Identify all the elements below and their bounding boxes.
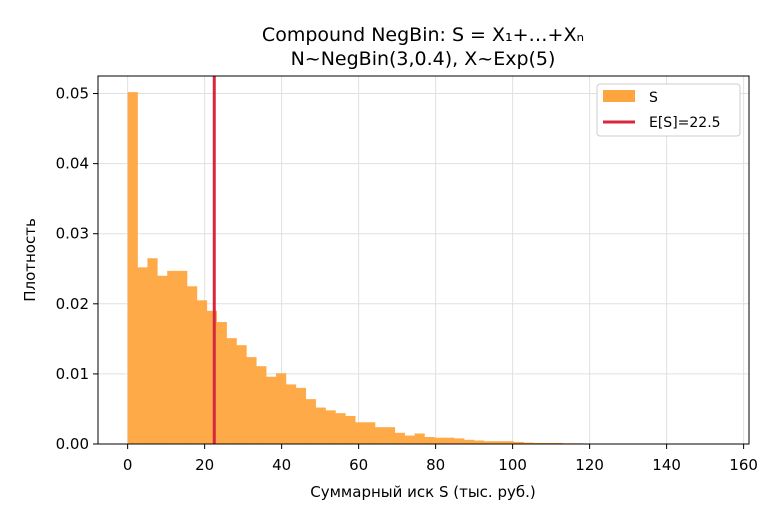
histogram-bar [177, 270, 188, 444]
histogram-bar [285, 384, 297, 444]
legend-swatch-s [603, 90, 635, 102]
chart-title-line2: N~NegBin(3,0.4), X~Exp(5) [291, 48, 556, 70]
histogram-bar [335, 413, 346, 444]
x-tick-label: 20 [195, 456, 214, 474]
plot-frame [97, 75, 750, 445]
histogram-bar [503, 441, 514, 444]
histogram-bar [543, 442, 554, 444]
histogram-bar [454, 438, 465, 444]
histogram-bar [157, 275, 168, 444]
histogram-bar [127, 92, 138, 445]
chart-title-line1: Compound NegBin: S = X₁+…+Xₙ [262, 24, 584, 46]
histogram-bar [444, 437, 455, 444]
histogram-bar [246, 357, 257, 444]
histogram-bar [236, 345, 247, 444]
histogram-bar [365, 422, 376, 444]
x-tick-label: 40 [272, 456, 291, 474]
histogram-bar [147, 258, 158, 444]
histogram-bar [414, 433, 425, 444]
histogram-bar [137, 267, 148, 444]
x-tick-label: 60 [349, 456, 368, 474]
x-tick-label: 160 [729, 456, 758, 474]
histogram-bar [206, 310, 217, 444]
histogram-bar [473, 440, 485, 444]
histogram-bar [493, 441, 504, 444]
histogram-bar [464, 439, 475, 444]
histogram-bar [167, 270, 178, 444]
x-axis-ticks: 0 20 40 60 80 100 120 140 160 [123, 444, 758, 474]
x-tick-label: 140 [652, 456, 681, 474]
histogram-bar [345, 415, 356, 444]
y-tick-label: 0.04 [56, 155, 89, 173]
histogram-bar [513, 441, 524, 444]
y-tick-label: 0.01 [56, 365, 89, 383]
histogram-bars [127, 92, 722, 445]
legend-label-s: S [649, 90, 658, 106]
histogram-bar [355, 422, 366, 444]
histogram-bar [187, 286, 198, 444]
histogram-bar [523, 442, 534, 444]
histogram-bar [374, 427, 386, 444]
histogram-bar [266, 376, 277, 444]
histogram-bar [196, 300, 208, 444]
histogram-bar [553, 442, 564, 444]
histogram-bar [533, 442, 544, 444]
x-tick-label: 120 [575, 456, 604, 474]
histogram-bar [404, 435, 415, 444]
y-tick-label: 0.05 [56, 85, 89, 103]
histogram-bar [216, 322, 227, 444]
histogram-bar [295, 387, 307, 444]
histogram-bar [424, 436, 435, 444]
histogram-bar [305, 399, 316, 444]
y-tick-label: 0.03 [56, 225, 89, 243]
histogram-bar [483, 441, 495, 444]
histogram-bar [325, 410, 336, 444]
histogram-bar [394, 432, 405, 444]
x-tick-label: 80 [426, 456, 445, 474]
histogram-bar [226, 338, 237, 444]
y-tick-label: 0.02 [56, 295, 89, 313]
histogram-bar [276, 373, 287, 444]
histogram-bar [315, 407, 326, 444]
histogram-bar [256, 366, 267, 444]
x-axis-label: Суммарный иск S (тыс. руб.) [310, 483, 535, 501]
legend: S E[S]=22.5 [596, 83, 741, 137]
histogram-bar [384, 427, 396, 444]
x-tick-label: 100 [498, 456, 527, 474]
y-axis-ticks: 0.00 0.01 0.02 0.03 0.04 0.05 [56, 85, 98, 453]
x-tick-label: 0 [123, 456, 133, 474]
legend-label-mean: E[S]=22.5 [649, 115, 721, 131]
y-axis-label: Плотность [21, 218, 39, 302]
histogram-bar [434, 437, 445, 444]
y-tick-label: 0.00 [56, 435, 89, 453]
